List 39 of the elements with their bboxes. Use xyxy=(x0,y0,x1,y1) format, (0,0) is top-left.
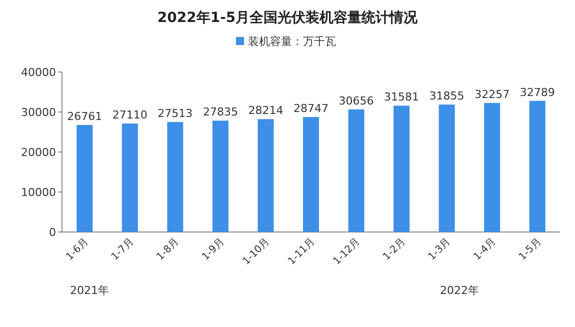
data-label: 31581 xyxy=(384,90,420,104)
legend-label: 装机容量：万千瓦 xyxy=(248,35,336,48)
y-tick-label: 40000 xyxy=(21,66,56,79)
data-label: 27110 xyxy=(112,108,148,122)
text: 2021年 xyxy=(70,284,109,297)
bar xyxy=(394,106,410,232)
bar xyxy=(167,122,184,232)
x-tick-label: 1-9月 xyxy=(200,236,227,263)
bar xyxy=(484,102,500,232)
text: 2022年 xyxy=(440,284,479,297)
bar xyxy=(438,104,455,232)
bar xyxy=(303,117,319,232)
bar xyxy=(76,124,93,232)
y-tick-label: 0 xyxy=(49,226,56,239)
data-label: 32257 xyxy=(474,88,510,101)
bar xyxy=(258,119,274,232)
data-label: 32789 xyxy=(520,86,555,99)
y-tick-label: 20000 xyxy=(21,146,56,159)
data-label: 30656 xyxy=(338,94,374,108)
chart-title: 2022年1-5月全国光伏装机容量统计情况 xyxy=(157,9,419,26)
y-tick-label: 10000 xyxy=(21,186,56,199)
data-label: 28747 xyxy=(294,102,328,116)
data-label: 27513 xyxy=(158,106,193,120)
x-tick-label: 1-2月 xyxy=(381,236,408,263)
x-tick-label: 1-5月 xyxy=(517,236,544,263)
data-label: 26761 xyxy=(67,110,102,123)
bar xyxy=(122,124,138,232)
data-label: 28214 xyxy=(248,104,284,118)
bar xyxy=(348,109,364,232)
x-tick-label: 1-7月 xyxy=(110,236,136,263)
bar xyxy=(529,100,546,232)
data-label: 31855 xyxy=(429,90,464,103)
bar xyxy=(212,120,228,232)
x-tick-label: 1-6月 xyxy=(64,236,91,263)
x-tick-label: 1-3月 xyxy=(426,236,453,263)
x-tick-label: 1-4月 xyxy=(472,236,498,263)
data-label: 27835 xyxy=(202,106,238,119)
x-tick-label: 1-8月 xyxy=(154,236,182,263)
y-tick-label: 30000 xyxy=(21,106,56,119)
